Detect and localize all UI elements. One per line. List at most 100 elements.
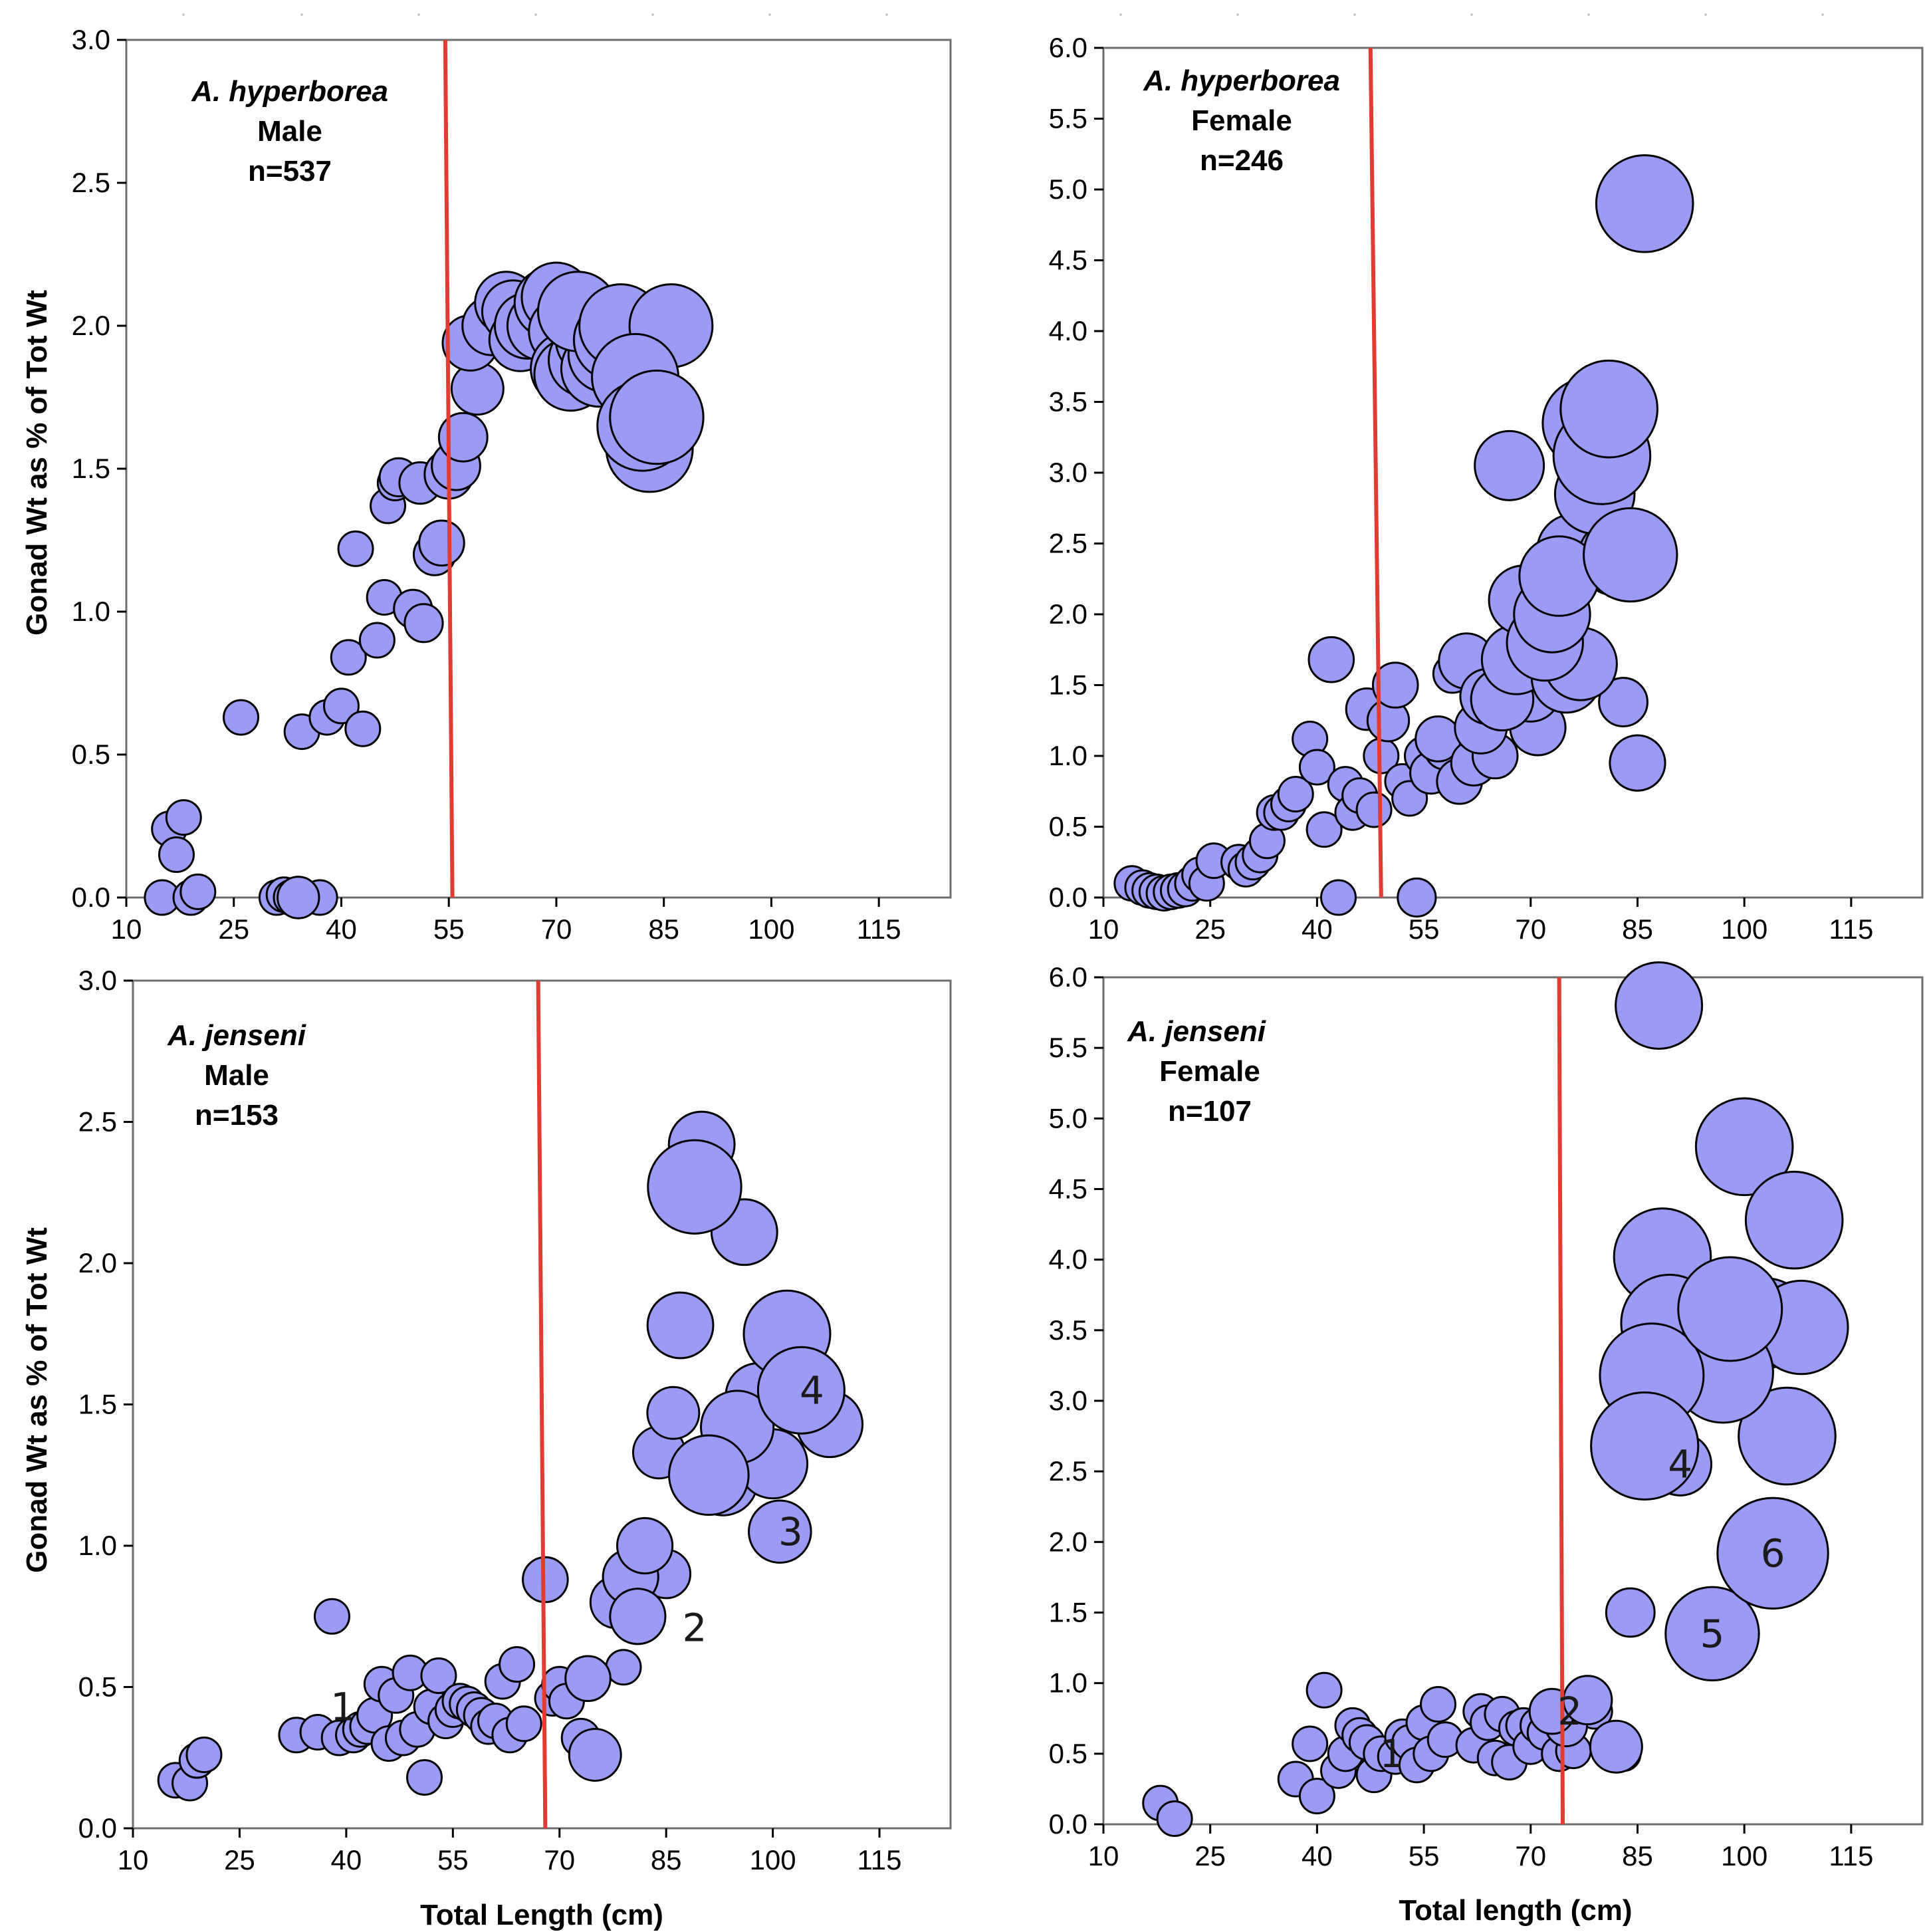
y-tick-label: 2.0 [72,310,110,341]
bubbles [1113,154,1694,918]
axes: 10 25 40 55 70 85 100 115 0.0 0.5 1.0 1.5 2.0 2.5 3.0 [72,24,952,945]
x-tick-label: 115 [1829,1840,1873,1872]
x-tick-label: 40 [326,913,357,945]
y-tick-label: 1.0 [1049,740,1087,771]
data-bubble [646,1386,701,1440]
data-bubble [668,1434,750,1516]
data-bubble [1615,961,1704,1050]
species-label: A. jenseni [1127,1015,1266,1048]
x-tick-label: 115 [857,913,901,945]
data-bubble [1307,636,1355,683]
bubble-annotation: 6 [1761,1530,1785,1576]
data-bubble [1371,662,1419,709]
y-tick-label: 1.0 [1049,1667,1087,1699]
sample-size-label: n=107 [1168,1095,1252,1128]
y-tick-label: 0.5 [72,739,110,770]
annotations: 1 2 3 4 [330,1368,824,1729]
sex-label: Female [1159,1055,1260,1088]
y-tick-label: 3.0 [1049,1385,1087,1416]
x-tick-label: 100 [1721,913,1767,945]
maturity-reference-line [1368,47,1383,898]
x-tick-label: 70 [541,913,572,945]
data-bubble [1738,1386,1837,1486]
maturity-reference-line [1557,977,1565,1825]
x-axis-title: Total length (cm) [1399,1894,1632,1927]
x-axis-title: Total Length (cm) [420,1899,663,1931]
y-tick-label: 2.5 [1049,1455,1087,1487]
data-bubble [1320,879,1357,916]
bubble-annotation: 1 [330,1684,355,1729]
axes: 10 25 40 55 70 85 100 115 0.0 0.5 1.0 1.5 2.0 2.5 3.0 [78,965,952,1875]
y-tick-label: 1.0 [78,1530,117,1561]
data-bubble [420,1657,457,1694]
data-bubble [418,519,465,567]
data-bubble [647,1139,742,1235]
data-bubble [1598,677,1648,727]
data-bubble [505,1705,542,1743]
data-bubble [1595,154,1694,253]
panel-jenseni-male: 10 25 40 55 70 85 100 1150.00.51.01.52.02.53.0 … [21,965,952,1931]
y-tick-label: 1.5 [1049,1597,1087,1628]
y-axis-title: Gonad Wt as % of Tot Wt [21,1227,53,1573]
y-tick-label: 2.0 [1049,1526,1087,1557]
species-label: A. jenseni [167,1019,306,1052]
x-tick-label: 100 [1721,1840,1767,1872]
panel-jenseni-female: 10 25 40 55 70 85 100 1150.00.51.01.52.02.53.03… [1049,961,1924,1927]
y-tick-label: 0.0 [1049,1808,1087,1840]
y-tick-label: 2.0 [78,1247,117,1278]
data-bubble [1474,429,1545,501]
data-bubble [1298,749,1335,786]
data-bubble [1305,811,1343,848]
data-bubble [1559,359,1658,459]
data-bubble [344,710,382,747]
x-tick-label: 25 [1194,913,1226,945]
y-tick-label: 0.0 [1049,882,1087,913]
data-bubble [1156,1800,1193,1838]
data-bubble [277,876,320,919]
bubble-annotation: 2 [1557,1689,1582,1734]
data-bubble [1305,1671,1343,1709]
x-tick-label: 40 [1302,1840,1333,1872]
data-bubble [437,412,489,463]
bubbles [157,1110,864,1802]
x-tick-label: 115 [1829,913,1873,945]
x-tick-label: 25 [1194,1840,1226,1872]
y-tick-label: 5.5 [1049,103,1087,134]
bubble-annotation: 2 [683,1605,707,1650]
data-bubble [568,1728,622,1782]
y-tick-label: 0.5 [78,1671,117,1703]
data-bubble [499,1646,536,1683]
data-bubble [403,603,444,644]
data-bubble [1298,1778,1335,1815]
data-bubble [313,1598,350,1635]
data-bubble [1420,1686,1457,1723]
x-tick-label: 40 [1302,913,1333,945]
bubbles [1142,961,1849,1838]
annotations: 1 2 4 56 [1379,1442,1785,1776]
y-tick-label: 2.5 [1049,528,1087,559]
data-bubble [616,1516,674,1575]
data-bubble [1744,1170,1844,1270]
data-bubble [322,687,360,725]
panel-hyperborea-female: 10 25 40 55 70 85 100 115 0.0 0.5 1.0 1.5 2.0 2.5 3.0 3… [1049,32,1924,945]
y-tick-label: 3.5 [1049,386,1087,418]
y-tick-label: 0.5 [1049,1738,1087,1769]
y-tick-label: 2.5 [72,167,110,198]
bubble-annotation: 5 [1700,1611,1725,1656]
x-tick-label: 100 [750,1844,796,1875]
bubbles [144,261,714,919]
data-bubble [1716,1497,1829,1610]
data-bubble [1609,734,1666,792]
data-bubble [1590,1391,1700,1501]
x-tick-label: 70 [1515,1840,1546,1872]
axes: 10 25 40 55 70 85 100 1150.00.51.01.52.02.53.03… [1049,961,1924,1872]
sex-label: Male [257,115,322,148]
y-tick-label: 1.5 [72,453,110,484]
data-bubble [158,836,195,873]
panel-hyperborea-male: 10 25 40 55 70 85 100 1150.00.51.01.52.02.53.0 … [21,24,952,945]
data-bubble [1589,1719,1643,1774]
y-axis-title: Gonad Wt as % of Tot Wt [21,290,53,636]
x-tick-label: 55 [1409,913,1440,945]
bubble-annotation: 1 [1379,1731,1404,1776]
